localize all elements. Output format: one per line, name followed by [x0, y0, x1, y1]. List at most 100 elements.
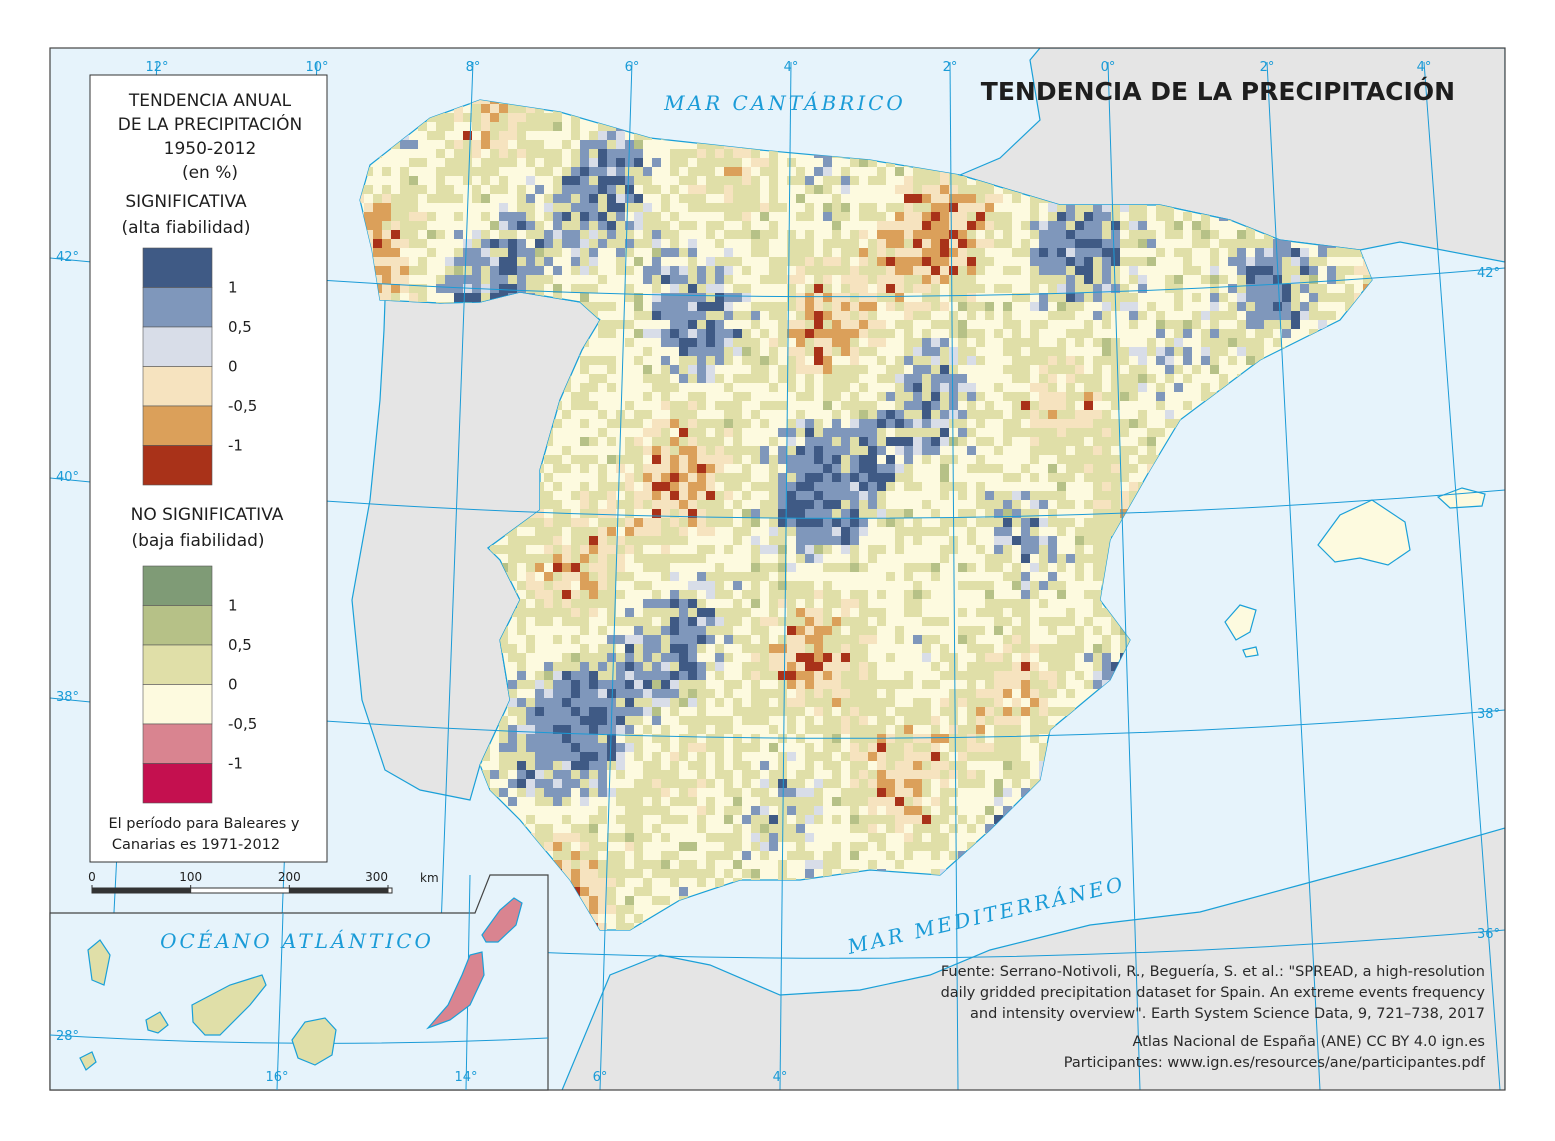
trend-cell	[562, 554, 571, 563]
trend-cell	[967, 401, 976, 410]
trend-cell	[598, 194, 607, 203]
trend-cell	[823, 266, 832, 275]
trend-cell	[607, 176, 616, 185]
trend-cell	[652, 302, 661, 311]
trend-cell	[949, 239, 958, 248]
trend-cell	[697, 185, 706, 194]
trend-cell	[832, 203, 841, 212]
trend-cell	[1084, 617, 1093, 626]
trend-cell	[1048, 410, 1057, 419]
trend-cell	[841, 320, 850, 329]
trend-cell	[733, 581, 742, 590]
trend-cell	[1111, 617, 1120, 626]
trend-cell	[958, 518, 967, 527]
trend-cell	[670, 338, 679, 347]
trend-cell	[472, 230, 481, 239]
trend-cell	[868, 437, 877, 446]
trend-cell	[868, 626, 877, 635]
trend-cell	[805, 185, 814, 194]
trend-cell	[670, 482, 679, 491]
trend-cell	[1057, 455, 1066, 464]
trend-cell	[805, 248, 814, 257]
trend-cell	[1048, 428, 1057, 437]
trend-cell	[481, 275, 490, 284]
trend-cell	[1309, 302, 1318, 311]
trend-cell	[751, 203, 760, 212]
trend-cell	[760, 671, 769, 680]
trend-cell	[706, 266, 715, 275]
trend-cell	[1264, 284, 1273, 293]
trend-cell	[382, 194, 391, 203]
trend-cell	[931, 410, 940, 419]
trend-cell	[940, 437, 949, 446]
trend-cell	[1120, 302, 1129, 311]
trend-cell	[697, 581, 706, 590]
trend-cell	[580, 662, 589, 671]
trend-cell	[859, 491, 868, 500]
trend-cell	[1003, 221, 1012, 230]
trend-cell	[1336, 275, 1345, 284]
trend-cell	[877, 464, 886, 473]
trend-cell	[823, 365, 832, 374]
trend-cell	[913, 365, 922, 374]
trend-cell	[625, 572, 634, 581]
trend-cell	[571, 266, 580, 275]
trend-cell	[958, 284, 967, 293]
trend-cell	[391, 248, 400, 257]
trend-cell	[1282, 293, 1291, 302]
trend-cell	[805, 293, 814, 302]
trend-cell	[598, 167, 607, 176]
trend-cell	[778, 635, 787, 644]
trend-cell	[850, 500, 859, 509]
trend-cell	[814, 626, 823, 635]
trend-cell	[706, 329, 715, 338]
trend-cell	[895, 302, 904, 311]
trend-cell	[886, 266, 895, 275]
trend-cell	[580, 527, 589, 536]
trend-cell	[1264, 311, 1273, 320]
trend-cell	[1030, 302, 1039, 311]
trend-cell	[760, 617, 769, 626]
trend-cell	[787, 617, 796, 626]
trend-cell	[607, 356, 616, 365]
trend-cell	[589, 212, 598, 221]
trend-cell	[1309, 293, 1318, 302]
trend-cell	[976, 239, 985, 248]
trend-cell	[409, 176, 418, 185]
trend-cell	[661, 275, 670, 284]
trend-cell	[499, 644, 508, 653]
trend-cell	[949, 221, 958, 230]
trend-cell	[931, 248, 940, 257]
trend-cell	[508, 536, 517, 545]
trend-cell	[922, 437, 931, 446]
trend-cell	[850, 653, 859, 662]
trend-cell	[670, 473, 679, 482]
trend-cell	[913, 536, 922, 545]
trend-cell	[823, 536, 832, 545]
trend-cell	[580, 518, 589, 527]
trend-cell	[922, 257, 931, 266]
trend-cell	[670, 608, 679, 617]
trend-cell	[382, 257, 391, 266]
trend-cell	[598, 518, 607, 527]
trend-cell	[823, 581, 832, 590]
trend-cell	[724, 608, 733, 617]
trend-cell	[400, 212, 409, 221]
trend-cell	[670, 266, 679, 275]
trend-cell	[787, 419, 796, 428]
trend-cell	[1039, 536, 1048, 545]
trend-cell	[598, 131, 607, 140]
trend-cell	[913, 563, 922, 572]
trend-cell	[832, 482, 841, 491]
trend-cell	[985, 581, 994, 590]
trend-cell	[805, 554, 814, 563]
trend-cell	[715, 617, 724, 626]
trend-cell	[679, 158, 688, 167]
trend-cell	[697, 401, 706, 410]
trend-cell	[823, 590, 832, 599]
trend-cell	[913, 176, 922, 185]
trend-cell	[940, 644, 949, 653]
trend-cell	[796, 536, 805, 545]
trend-cell	[1084, 239, 1093, 248]
trend-cell	[967, 185, 976, 194]
